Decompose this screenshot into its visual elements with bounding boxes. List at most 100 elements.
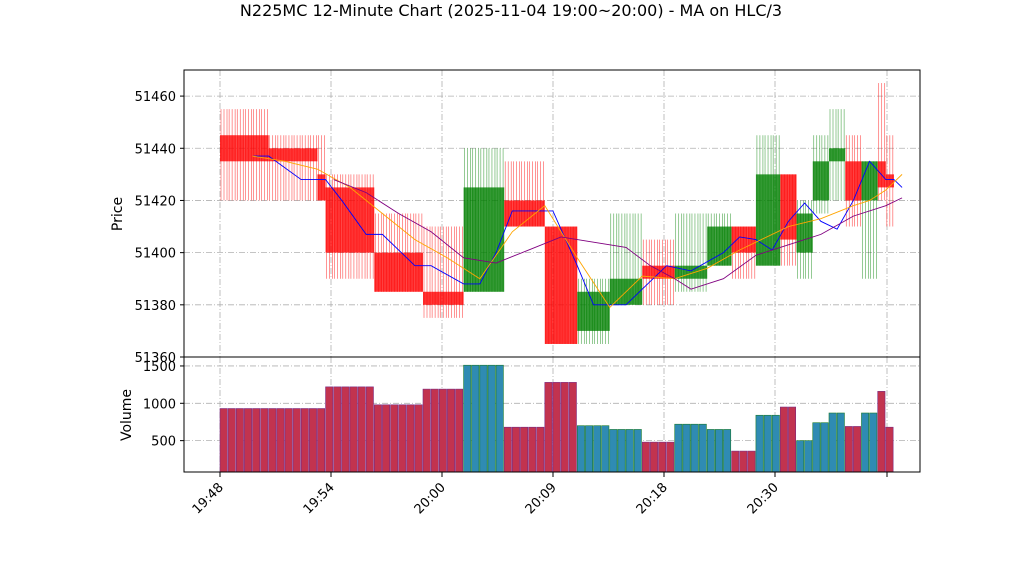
volume-bar <box>276 408 285 473</box>
volume-bar <box>520 426 529 473</box>
volume-bar <box>568 382 577 473</box>
volume-bar <box>455 388 464 473</box>
candle-body <box>723 226 732 266</box>
volume-bar <box>447 388 455 473</box>
volume-axis-label: Volume <box>119 389 135 441</box>
volume-bar <box>633 429 642 473</box>
moving-average-lines <box>252 155 903 309</box>
volume-bar <box>268 408 277 473</box>
candle-body <box>829 148 838 162</box>
volume-bar-group <box>609 429 642 473</box>
volume-bar <box>836 412 845 473</box>
candle-body <box>325 187 334 253</box>
candle-up <box>674 213 708 292</box>
volume-bar <box>560 382 569 473</box>
volume-bar <box>382 404 391 473</box>
volume-bar <box>252 408 261 473</box>
candle-body <box>244 135 253 162</box>
volume-bar <box>585 425 594 473</box>
candle-down <box>544 226 578 344</box>
volume-bar <box>471 364 480 473</box>
volume-bar <box>309 408 317 473</box>
candle-down <box>780 174 797 266</box>
volume-bar <box>666 441 675 473</box>
volume-bar-group <box>731 450 756 473</box>
volume-bar <box>739 450 748 473</box>
volume-bar <box>779 406 788 473</box>
volume-bar <box>479 364 488 473</box>
candle-body <box>528 200 537 227</box>
candle-down <box>374 213 423 292</box>
volume-bar-group <box>317 408 326 473</box>
candle-body <box>674 265 683 279</box>
volume-bar <box>820 422 829 473</box>
volume-bar <box>333 386 342 473</box>
candle-body <box>544 226 553 344</box>
volume-bar-group <box>325 386 374 473</box>
candle-body <box>228 135 237 162</box>
price-tick-label: 51360 <box>135 351 176 366</box>
candle-body <box>650 265 659 279</box>
volume-bar <box>300 408 309 473</box>
candle-up <box>755 135 781 266</box>
volume-bar <box>609 429 618 473</box>
candle-down <box>845 135 862 227</box>
candle-body <box>577 291 586 331</box>
price-tick-label: 51400 <box>135 247 176 262</box>
candle-body <box>642 265 651 279</box>
volume-bar-group <box>463 364 504 473</box>
volume-bar <box>463 364 472 473</box>
price-y-ticks: 51360 51380 51400 51420 51440 51460 <box>135 90 184 366</box>
candle-body <box>220 135 229 162</box>
volume-bar <box>877 391 886 473</box>
candle-body <box>455 291 464 305</box>
candle-body <box>479 187 488 292</box>
candle-body <box>682 265 691 279</box>
candle-up <box>707 213 732 266</box>
volume-bar <box>528 426 537 473</box>
volume-bar <box>227 408 236 473</box>
volume-bar <box>812 422 821 473</box>
candle-body <box>447 291 456 305</box>
candle-body <box>869 161 878 201</box>
volume-bar <box>763 414 772 473</box>
candle-body <box>585 291 594 331</box>
candle-body <box>731 226 740 253</box>
candle-body <box>561 226 570 344</box>
candle-body <box>569 226 578 344</box>
volume-bar <box>690 423 699 473</box>
volume-bar <box>682 423 691 473</box>
volume-bar <box>325 386 334 473</box>
candle-body <box>439 291 448 305</box>
candle-down <box>268 135 318 201</box>
volume-bar-group <box>641 441 675 473</box>
candle-body <box>626 278 635 305</box>
volume-bar <box>422 388 431 473</box>
candle-body <box>431 291 440 305</box>
candle-down <box>885 135 894 227</box>
volume-y-ticks: 500 1000 1500 <box>143 360 184 450</box>
moving-average-line-3 <box>333 179 903 290</box>
volume-bar-group <box>576 425 610 473</box>
volume-bar <box>771 414 780 473</box>
volume-bar <box>796 440 805 473</box>
candle-body <box>699 265 708 279</box>
candle-up <box>829 109 846 201</box>
candle-body <box>236 135 245 162</box>
volume-bar <box>853 426 861 473</box>
candle-body <box>366 187 375 253</box>
volume-bar <box>576 425 585 473</box>
candle-body <box>504 200 513 227</box>
candle-body <box>853 161 862 201</box>
candle-body <box>634 278 643 305</box>
x-tick-label: 20:09 <box>523 480 560 517</box>
price-candles <box>220 83 894 344</box>
candle-body <box>755 174 765 266</box>
candle-down <box>325 174 375 279</box>
volume-bar <box>755 414 764 473</box>
candle-body <box>593 291 602 331</box>
volume-bar <box>341 386 350 473</box>
volume-bar <box>284 408 293 473</box>
volume-bar <box>398 404 407 473</box>
candle-body <box>496 187 505 292</box>
